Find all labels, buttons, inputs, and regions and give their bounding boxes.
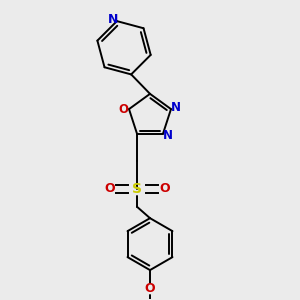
Text: N: N	[107, 13, 118, 26]
Text: S: S	[132, 182, 142, 196]
Text: O: O	[159, 182, 170, 196]
Text: O: O	[119, 103, 129, 116]
Text: O: O	[145, 282, 155, 296]
Text: N: N	[171, 101, 181, 114]
Text: O: O	[104, 182, 115, 196]
Text: N: N	[163, 129, 173, 142]
